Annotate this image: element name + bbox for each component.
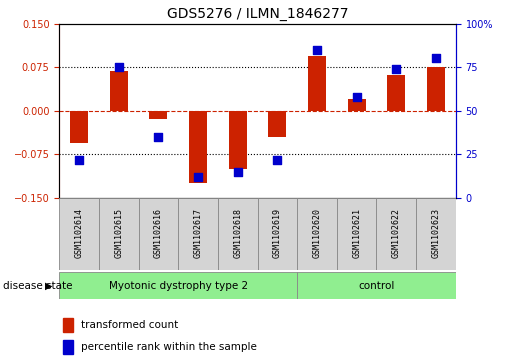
Bar bbox=[427, 67, 445, 111]
Bar bbox=[387, 75, 405, 111]
Bar bbox=[110, 71, 128, 111]
Bar bbox=[189, 111, 207, 183]
FancyBboxPatch shape bbox=[139, 198, 178, 270]
FancyBboxPatch shape bbox=[59, 198, 99, 270]
FancyBboxPatch shape bbox=[258, 198, 297, 270]
Point bbox=[114, 64, 123, 70]
Text: GSM1102619: GSM1102619 bbox=[273, 208, 282, 258]
Text: Myotonic dystrophy type 2: Myotonic dystrophy type 2 bbox=[109, 281, 248, 291]
Bar bbox=[63, 339, 73, 354]
Point bbox=[352, 94, 360, 100]
Text: GSM1102617: GSM1102617 bbox=[194, 208, 202, 258]
Text: control: control bbox=[358, 281, 394, 291]
Point bbox=[194, 174, 202, 180]
Point bbox=[313, 47, 321, 53]
Text: disease state: disease state bbox=[3, 281, 72, 291]
FancyBboxPatch shape bbox=[297, 198, 337, 270]
Text: GSM1102622: GSM1102622 bbox=[392, 208, 401, 258]
Text: GSM1102618: GSM1102618 bbox=[233, 208, 242, 258]
Point bbox=[273, 156, 281, 162]
FancyBboxPatch shape bbox=[297, 272, 456, 299]
Text: GSM1102620: GSM1102620 bbox=[313, 208, 321, 258]
FancyBboxPatch shape bbox=[416, 198, 456, 270]
Text: ▶: ▶ bbox=[45, 281, 53, 291]
FancyBboxPatch shape bbox=[218, 198, 258, 270]
Text: percentile rank within the sample: percentile rank within the sample bbox=[81, 342, 257, 352]
Title: GDS5276 / ILMN_1846277: GDS5276 / ILMN_1846277 bbox=[167, 7, 348, 21]
FancyBboxPatch shape bbox=[59, 272, 297, 299]
FancyBboxPatch shape bbox=[376, 198, 416, 270]
Bar bbox=[229, 111, 247, 169]
Text: GSM1102621: GSM1102621 bbox=[352, 208, 361, 258]
Point bbox=[154, 134, 162, 140]
Text: GSM1102616: GSM1102616 bbox=[154, 208, 163, 258]
Text: GSM1102623: GSM1102623 bbox=[432, 208, 440, 258]
Point bbox=[392, 66, 401, 72]
Point bbox=[75, 156, 83, 162]
FancyBboxPatch shape bbox=[337, 198, 376, 270]
Bar bbox=[308, 56, 326, 111]
Point bbox=[432, 56, 440, 61]
Point bbox=[233, 169, 242, 175]
Bar bbox=[70, 111, 88, 143]
Bar bbox=[149, 111, 167, 119]
Bar bbox=[348, 99, 366, 111]
Bar bbox=[268, 111, 286, 137]
Text: GSM1102615: GSM1102615 bbox=[114, 208, 123, 258]
FancyBboxPatch shape bbox=[178, 198, 218, 270]
FancyBboxPatch shape bbox=[99, 198, 139, 270]
Text: transformed count: transformed count bbox=[81, 321, 178, 330]
Bar bbox=[63, 318, 73, 332]
Text: GSM1102614: GSM1102614 bbox=[75, 208, 83, 258]
